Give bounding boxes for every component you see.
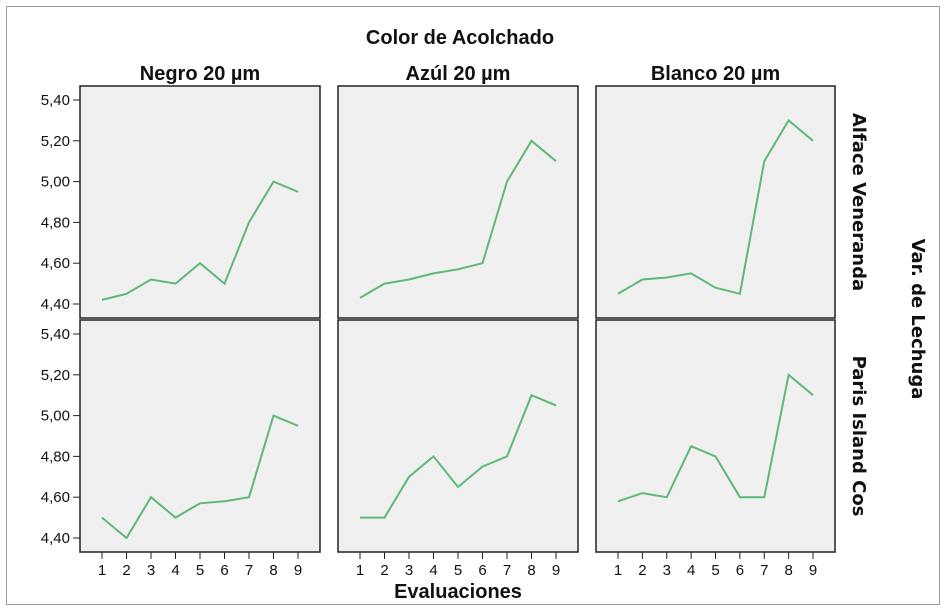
x-tick-label: 9 xyxy=(294,562,302,579)
x-tick-label: 7 xyxy=(760,562,768,579)
x-tick-label: 3 xyxy=(147,562,155,579)
right-axis-title: Var. de Lechuga xyxy=(907,239,928,400)
y-tick-label: 4,40 xyxy=(41,530,70,547)
x-tick-label: 5 xyxy=(711,562,719,579)
x-tick-label: 5 xyxy=(196,562,204,579)
x-tick-label: 4 xyxy=(429,562,437,579)
y-tick-label: 5,20 xyxy=(41,367,70,384)
x-tick-label: 9 xyxy=(809,562,817,579)
panel-background xyxy=(79,85,321,319)
x-tick-label: 6 xyxy=(736,562,744,579)
series-line xyxy=(360,393,557,519)
x-tick-label: 6 xyxy=(220,562,228,579)
x-axis-title: Evaluaciones xyxy=(394,581,522,603)
y-tick-label: 5,40 xyxy=(41,326,70,343)
x-tick-label: 6 xyxy=(478,562,486,579)
y-tick-label: 4,40 xyxy=(41,296,70,313)
x-tick-label: 9 xyxy=(552,562,560,579)
column-header: Negro 20 µm xyxy=(140,63,260,85)
x-tick-label: 1 xyxy=(614,562,622,579)
x-tick-label: 3 xyxy=(405,562,413,579)
chart-title: Color de Acolchado xyxy=(366,27,554,49)
series-line xyxy=(101,414,299,540)
y-tick-label: 5,40 xyxy=(41,92,70,109)
y-tick-label: 4,60 xyxy=(41,255,70,272)
x-tick-label: 8 xyxy=(784,562,792,579)
x-tick-label: 4 xyxy=(171,562,179,579)
x-tick-label: 5 xyxy=(454,562,462,579)
series-line xyxy=(617,372,814,503)
x-tick-label: 2 xyxy=(638,562,646,579)
x-tick-label: 1 xyxy=(98,562,106,579)
y-tick-label: 4,80 xyxy=(41,448,70,465)
series-line xyxy=(101,180,299,301)
column-header: Azúl 20 µm xyxy=(406,63,511,85)
x-tick-label: 1 xyxy=(356,562,364,579)
x-tick-label: 2 xyxy=(122,562,130,579)
x-tick-label: 8 xyxy=(527,562,535,579)
panel-background xyxy=(595,85,836,319)
x-tick-label: 4 xyxy=(687,562,695,579)
series-line xyxy=(617,118,814,296)
y-tick-label: 5,20 xyxy=(41,133,70,150)
x-tick-label: 7 xyxy=(245,562,253,579)
x-tick-label: 2 xyxy=(380,562,388,579)
x-tick-label: 8 xyxy=(269,562,277,579)
panel-background xyxy=(337,85,579,319)
x-tick-label: 7 xyxy=(503,562,511,579)
y-tick-label: 5,00 xyxy=(41,408,70,425)
x-tick-label: 3 xyxy=(663,562,671,579)
panel-background xyxy=(79,319,321,553)
y-tick-label: 5,00 xyxy=(41,174,70,191)
y-tick-label: 4,60 xyxy=(41,489,70,506)
series-line xyxy=(359,139,557,299)
panel-background xyxy=(595,319,836,553)
row-label: Paris Island Cos xyxy=(848,356,869,517)
column-header: Blanco 20 µm xyxy=(651,63,780,85)
y-tick-label: 4,80 xyxy=(41,214,70,231)
row-label: Alface Veneranda xyxy=(848,113,869,291)
